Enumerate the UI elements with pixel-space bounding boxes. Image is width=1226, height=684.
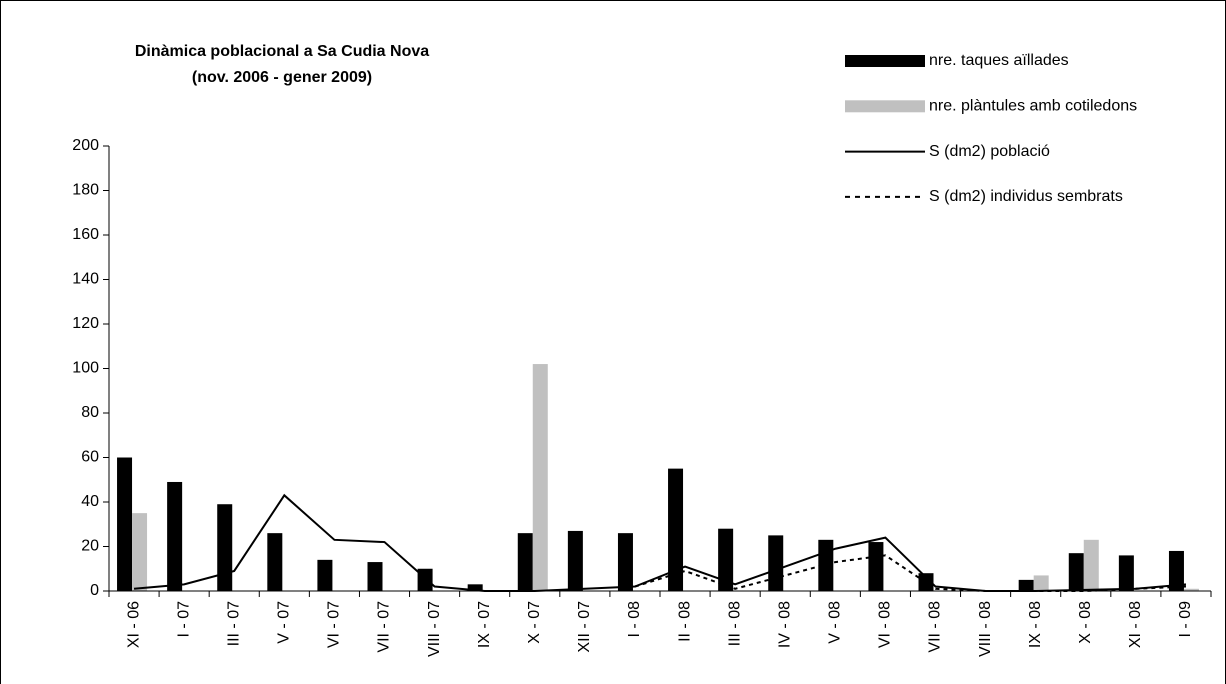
legend-label: S (dm2) individus sembrats [929, 188, 1123, 205]
x-tick-label: VI - 08 [877, 601, 894, 648]
y-tick-label: 160 [72, 226, 99, 243]
line-series [634, 554, 1186, 592]
bar [868, 542, 884, 591]
chart-subtitle: (nov. 2006 - gener 2009) [192, 69, 372, 86]
bar [367, 562, 383, 591]
x-tick-label: I - 09 [1177, 601, 1194, 638]
x-tick-label: VII - 07 [376, 601, 393, 653]
x-tick-label: VIII - 07 [426, 601, 443, 657]
bar [1168, 550, 1184, 591]
y-tick-label: 80 [81, 404, 99, 421]
bar [317, 559, 333, 591]
x-tick-label: VIII - 08 [977, 601, 994, 657]
bar [517, 533, 533, 591]
x-tick-label: II - 08 [676, 601, 693, 642]
legend-label: nre. taques aïllades [929, 52, 1069, 69]
x-tick-label: XI - 06 [125, 601, 142, 648]
legend-swatch [845, 100, 925, 113]
bar [532, 364, 548, 591]
x-tick-label: I - 07 [175, 601, 192, 638]
y-tick-label: 60 [81, 449, 99, 466]
y-tick-label: 40 [81, 493, 99, 510]
legend-label: S (dm2) població [929, 143, 1050, 160]
y-tick-label: 100 [72, 360, 99, 377]
x-tick-label: I - 08 [626, 601, 643, 638]
bar [1083, 539, 1099, 591]
chart-title: Dinàmica poblacional a Sa Cudia Nova [135, 43, 429, 60]
y-tick-label: 200 [72, 137, 99, 154]
x-tick-label: XII - 07 [576, 601, 593, 653]
bar [567, 530, 583, 591]
bar [267, 533, 283, 591]
x-tick-label: III - 08 [726, 601, 743, 646]
x-tick-label: XI - 08 [1127, 601, 1144, 648]
bar [1033, 575, 1049, 591]
x-tick-label: IX - 07 [476, 601, 493, 648]
x-tick-label: V - 08 [827, 601, 844, 644]
bar [718, 528, 734, 591]
bar [1018, 579, 1034, 591]
bar [132, 513, 148, 591]
x-tick-label: X - 08 [1077, 601, 1094, 644]
bar [668, 468, 684, 591]
bar [467, 584, 483, 591]
y-tick-label: 120 [72, 315, 99, 332]
x-tick-label: VI - 07 [326, 601, 343, 648]
y-tick-label: 20 [81, 538, 99, 555]
bar [117, 457, 133, 591]
x-tick-label: X - 07 [526, 601, 543, 644]
x-tick-label: V - 07 [276, 601, 293, 644]
bar [918, 573, 934, 591]
legend-label: nre. plàntules amb cotiledons [929, 98, 1137, 115]
bar [1183, 588, 1199, 591]
bar [768, 535, 784, 591]
bar [1118, 555, 1134, 591]
legend-swatch [845, 55, 925, 67]
y-tick-label: 0 [90, 582, 99, 599]
x-tick-label: IX - 08 [1027, 601, 1044, 648]
bar [617, 533, 633, 591]
bar [217, 504, 233, 591]
bar [1068, 553, 1084, 591]
x-tick-label: III - 07 [225, 601, 242, 646]
x-tick-label: IV - 08 [776, 601, 793, 648]
bar [167, 481, 183, 591]
x-tick-label: VII - 08 [927, 601, 944, 653]
bar [417, 568, 433, 591]
y-tick-label: 140 [72, 271, 99, 288]
y-tick-label: 180 [72, 182, 99, 199]
